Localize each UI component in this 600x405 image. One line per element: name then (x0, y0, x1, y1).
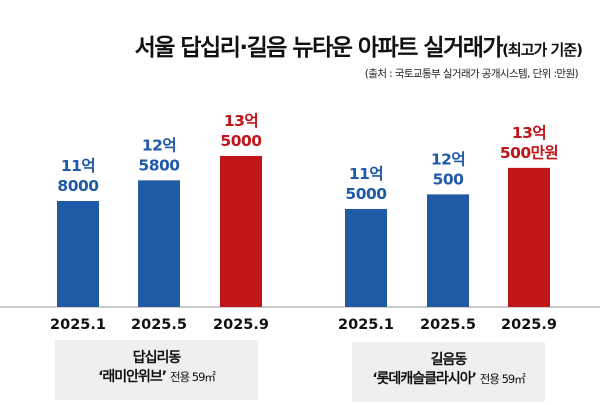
complex-name: ‘래미안위브’ (98, 369, 167, 385)
data-label: 13억 (512, 123, 546, 142)
x-tick-label: 2025.9 (501, 317, 557, 333)
x-tick-label: 2025.5 (420, 317, 476, 333)
x-tick-label: 2025.5 (131, 317, 187, 333)
data-label: 500만원 (500, 144, 558, 162)
size-label: 전용 59㎡ (479, 372, 526, 386)
data-label: 5000 (345, 185, 387, 203)
bar (138, 180, 180, 307)
bar (508, 167, 550, 307)
data-label: 12억 (142, 135, 176, 154)
bar (57, 201, 99, 307)
data-label: 5800 (138, 156, 180, 174)
data-label: 5000 (220, 132, 262, 150)
x-tick-label: 2025.1 (338, 317, 394, 333)
group-label-box-0: 답십리동 ‘래미안위브’ 전용 59㎡ (55, 340, 258, 400)
data-label: 8000 (57, 177, 99, 195)
x-tick-label: 2025.9 (213, 317, 269, 333)
data-label: 500 (433, 170, 465, 188)
data-label: 13억 (224, 111, 258, 130)
size-label: 전용 59㎡ (169, 370, 216, 384)
x-tick-label: 2025.1 (50, 317, 106, 333)
data-label: 11억 (61, 156, 95, 175)
data-label: 12억 (431, 149, 465, 168)
bar (427, 194, 469, 307)
chart-title: 서울 답십리·길음 뉴타운 아파트 실거래가(최고가 기준) (134, 35, 583, 61)
group-name: 길음동 (430, 352, 468, 368)
group-label-box-1: 길음동 ‘롯데캐슬클라시아’ 전용 59㎡ (352, 342, 545, 402)
complex-name: ‘롯데캐슬클라시아’ (372, 371, 477, 387)
group-name: 답십리동 (132, 350, 182, 366)
data-label: 11억 (349, 164, 383, 183)
bar (220, 155, 262, 307)
title-suffix: (최고가 기준) (502, 41, 583, 59)
source-note: (출처 : 국토교통부 실거래가 공개시스템, 단위 :만원) (364, 68, 579, 80)
bar (345, 208, 387, 307)
